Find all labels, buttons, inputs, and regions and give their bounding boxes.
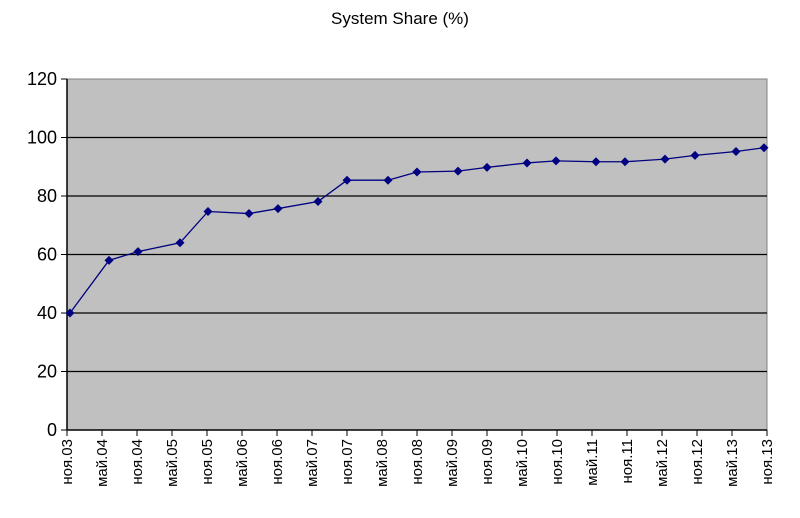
data-point-marker <box>342 175 352 185</box>
x-tick-label: май.11 <box>584 439 601 486</box>
x-tick-label: май.05 <box>164 439 181 487</box>
x-tick-label: ноя.13 <box>759 439 776 485</box>
x-tick-label: май.08 <box>374 439 391 487</box>
x-tick-label: май.06 <box>234 439 251 487</box>
data-point-marker <box>273 204 283 214</box>
x-tick-label: ноя.04 <box>129 439 146 485</box>
x-axis: ноя.03 май.04 ноя.04 май.05 ноя.05 май.06 ноя.… <box>59 429 776 487</box>
data-point-marker <box>690 150 700 160</box>
y-tick-label: 100 <box>27 128 57 148</box>
y-axis: 0 20 40 60 80 100 120 <box>27 69 68 440</box>
data-point-marker <box>65 308 75 318</box>
data-point-marker <box>591 157 601 167</box>
x-tick-label: май.07 <box>304 439 321 487</box>
x-tick-label: май.13 <box>724 439 741 487</box>
data-point-marker <box>383 175 393 185</box>
gridlines <box>67 136 767 373</box>
y-tick-label: 20 <box>37 362 57 382</box>
data-point-marker <box>551 156 561 166</box>
x-tick-label: май.10 <box>514 439 531 487</box>
x-tick-label: май.04 <box>94 439 111 487</box>
y-tick-label: 60 <box>37 245 57 265</box>
x-tick-label: ноя.08 <box>409 439 426 485</box>
data-point-marker <box>522 158 532 168</box>
x-tick-label: ноя.06 <box>269 439 286 485</box>
data-point-marker <box>412 167 422 177</box>
data-point-marker <box>313 197 323 207</box>
x-tick-label: ноя.03 <box>59 439 76 485</box>
x-tick-label: ноя.10 <box>549 439 566 485</box>
data-point-marker <box>203 207 213 217</box>
x-tick-label: ноя.07 <box>339 439 356 485</box>
data-point-marker <box>482 162 492 172</box>
x-tick-label: ноя.09 <box>479 439 496 485</box>
x-tick-label: ноя.12 <box>689 439 706 485</box>
data-series <box>65 143 769 318</box>
data-point-marker <box>620 157 630 167</box>
data-point-marker <box>731 147 741 157</box>
data-point-marker <box>759 143 769 153</box>
data-point-marker <box>244 209 254 219</box>
data-point-marker <box>453 166 463 176</box>
x-tick-label: май.09 <box>444 439 461 487</box>
x-tick-label: ноя.11 <box>619 439 636 484</box>
y-tick-label: 120 <box>27 69 57 89</box>
data-point-marker <box>104 255 114 265</box>
y-tick-label: 80 <box>37 186 57 206</box>
x-tick-label: ноя.05 <box>199 439 216 485</box>
chart-title: System Share (%) <box>331 9 469 28</box>
data-point-marker <box>175 238 185 248</box>
y-tick-label: 0 <box>47 420 57 440</box>
data-point-marker <box>133 247 143 257</box>
y-tick-label: 40 <box>37 303 57 323</box>
data-point-marker <box>660 154 670 164</box>
x-tick-label: май.12 <box>654 439 671 487</box>
